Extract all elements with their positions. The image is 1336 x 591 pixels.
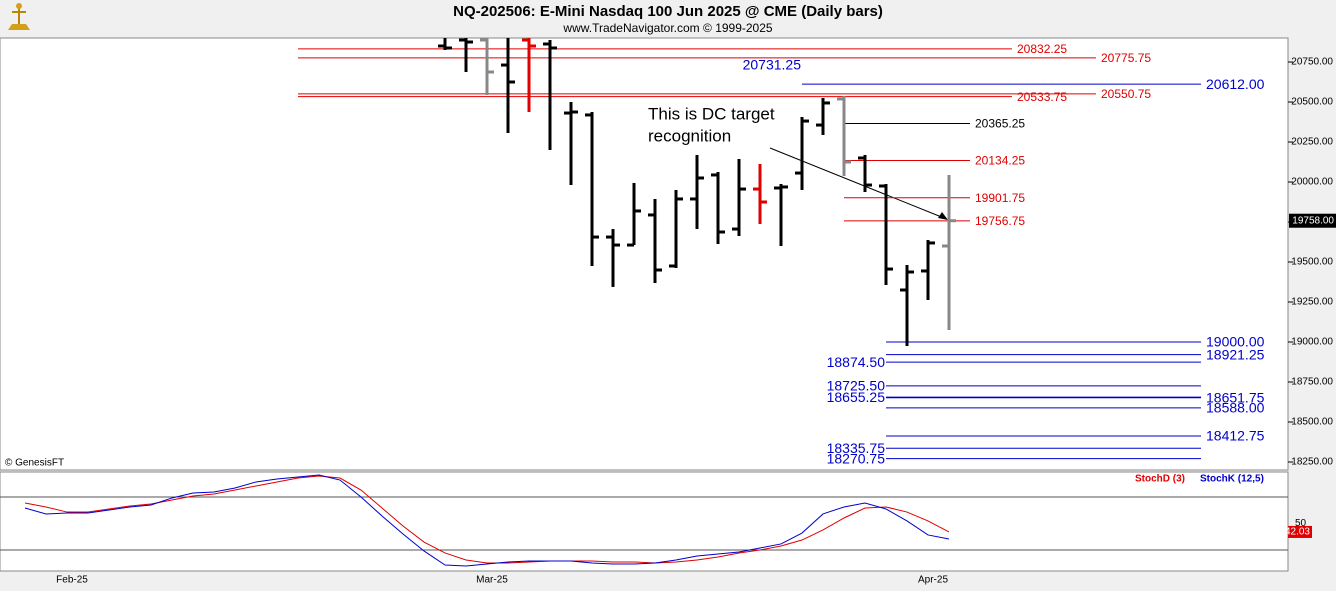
level-label: 18921.25 bbox=[1206, 346, 1265, 362]
level-label: 20134.25 bbox=[975, 154, 1025, 168]
logo bbox=[8, 3, 30, 30]
level-label: 20533.75 bbox=[1017, 90, 1067, 104]
legend-entry: StochD (3) bbox=[1135, 474, 1185, 485]
annotation: recognition bbox=[648, 126, 731, 145]
level-label: 20731.25 bbox=[743, 57, 802, 73]
price-panel bbox=[0, 37, 1289, 471]
watermark: © GenesisFT bbox=[5, 458, 64, 469]
last-price-label: 19758.00 bbox=[1292, 215, 1334, 226]
legend-entry: StochK (12,5) bbox=[1200, 474, 1264, 485]
price-plot: 20832.25 20775.75 20533.75 20550.75 20365.25… bbox=[298, 38, 1265, 466]
y-tick-label: 18750.00 bbox=[1291, 377, 1333, 388]
annotation: This is DC target bbox=[648, 104, 775, 123]
level-label: 20550.75 bbox=[1101, 87, 1151, 101]
y-tick-label: 18500.00 bbox=[1291, 417, 1333, 428]
annotation-arrow bbox=[769, 147, 945, 219]
level-label: 19901.75 bbox=[975, 191, 1025, 205]
level-label: 20365.25 bbox=[975, 117, 1025, 131]
level-label: 18270.75 bbox=[827, 450, 886, 466]
y-tick-label: 19500.00 bbox=[1291, 257, 1333, 268]
x-tick-label: Mar-25 bbox=[476, 575, 508, 586]
level-label: 20832.25 bbox=[1017, 42, 1067, 56]
arrow-head bbox=[938, 212, 948, 220]
level-label: 18725.50 bbox=[827, 378, 886, 394]
stoch-line bbox=[24, 475, 950, 564]
chart-title: NQ-202506: E-Mini Nasdaq 100 Jun 2025 @ … bbox=[453, 3, 883, 20]
x-tick-label: Feb-25 bbox=[56, 575, 88, 586]
level-label: 18588.00 bbox=[1206, 400, 1265, 416]
level-label: 20775.75 bbox=[1101, 51, 1151, 65]
level-label: 20612.00 bbox=[1206, 76, 1265, 92]
chart-subtitle: www.TradeNavigator.com © 1999-2025 bbox=[562, 21, 772, 35]
y-tick-label: 19000.00 bbox=[1291, 337, 1333, 348]
value-box bbox=[1288, 525, 1312, 538]
level-label: 19756.75 bbox=[975, 214, 1025, 228]
level-label: 18335.75 bbox=[827, 440, 886, 456]
stoch-panel bbox=[0, 471, 1289, 572]
level-label: 18655.25 bbox=[827, 389, 886, 405]
last-price-box bbox=[1289, 213, 1336, 228]
y-tick-label: 20250.00 bbox=[1291, 137, 1333, 148]
y-tick-label: 50 bbox=[1295, 518, 1307, 529]
level-label: 18874.50 bbox=[827, 354, 886, 370]
y-tick-label: 20500.00 bbox=[1291, 97, 1333, 108]
stoch-line bbox=[24, 474, 950, 567]
y-tick-label: 19250.00 bbox=[1291, 297, 1333, 308]
level-label: 19000.00 bbox=[1206, 334, 1265, 350]
y-tick-label: 20000.00 bbox=[1291, 177, 1333, 188]
level-label: 18412.75 bbox=[1206, 428, 1265, 444]
value-label: 42.03 bbox=[1285, 527, 1310, 538]
y-tick-label: 18250.00 bbox=[1291, 457, 1333, 468]
y-tick-label: 20750.00 bbox=[1291, 57, 1333, 68]
x-tick-label: Apr-25 bbox=[918, 575, 948, 586]
level-label: 18651.75 bbox=[1206, 389, 1265, 405]
